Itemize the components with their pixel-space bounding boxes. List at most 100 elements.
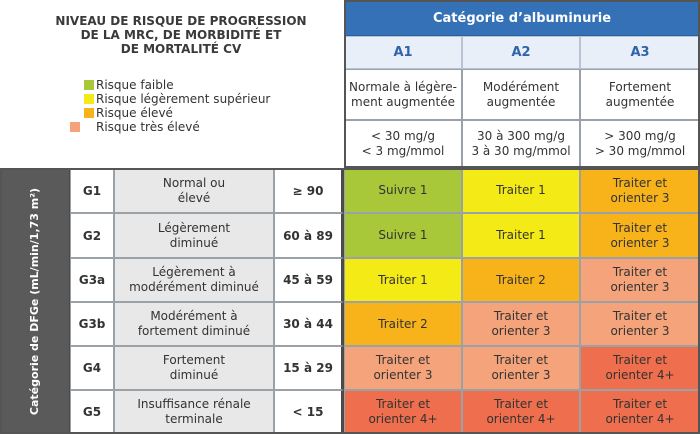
cell-text: Traiter et orienter 3: [491, 353, 550, 383]
cell-text: Traiter et orienter 4+: [486, 397, 555, 427]
legend-item: Risque faible: [70, 78, 340, 92]
text-line: Fortement: [608, 79, 672, 94]
legend-item: Risque élevé: [70, 106, 340, 120]
albuminuria-threshold: 30 à 300 mg/g 3 à 30 mg/mmol: [462, 120, 580, 168]
text-line: Traiter 1: [496, 228, 546, 242]
risk-cell: Traiter 2: [344, 302, 462, 346]
cell-text: Modérément augmentée: [483, 80, 559, 110]
risk-cell: Suivre 1: [344, 213, 462, 258]
risk-cell: Traiter 1: [462, 213, 580, 258]
text-line: Insuffisance rénale: [137, 397, 251, 411]
cell-text: Traiter et orienter 3: [610, 309, 669, 339]
albuminuria-description: Modérément augmentée: [462, 69, 580, 120]
title-line: DE LA MRC, DE MORBIDITÉ ET: [80, 28, 282, 42]
cell-text: Légèrement à modérément diminué: [129, 265, 259, 295]
cell-text: Normal ou élevé: [163, 176, 225, 206]
text-line: orienter 3: [610, 324, 670, 338]
text-line: orienter 3: [491, 324, 551, 338]
text-line: Traiter et: [493, 397, 549, 411]
text-line: orienter 4+: [486, 412, 556, 426]
text-line: Traiter 2: [496, 272, 546, 287]
text-line: Normal ou: [162, 175, 226, 190]
risk-cell: Traiter et orienter 4+: [580, 390, 700, 434]
text-line: Suivre 1: [378, 228, 428, 242]
cell-text: Traiter 2: [378, 317, 428, 332]
text-line: modérément diminué: [129, 280, 259, 294]
legend-label: Risque faible: [96, 78, 174, 92]
legend-label: Risque élevé: [96, 106, 173, 120]
text-line: diminué: [169, 235, 219, 250]
text-line: augmentée: [605, 94, 675, 109]
text-line: orienter 3: [491, 368, 551, 382]
cell-text: Traiter et orienter 4+: [605, 353, 674, 383]
cell-text: < 30 mg/g < 3 mg/mmol: [362, 129, 445, 159]
text-line: Traiter et: [612, 175, 668, 190]
text-line: Traiter et: [493, 353, 549, 367]
albuminuria-description: Fortement augmentée: [580, 69, 700, 120]
cell-text: Fortement diminué: [163, 353, 225, 383]
dfg-axis-label: Catégorie de DFGe (mL/min/1,73 m²): [28, 187, 42, 415]
albuminuria-code-a3: A3: [580, 36, 700, 69]
text-line: Traiter et: [612, 397, 668, 411]
text-line: fortement diminué: [137, 324, 251, 338]
legend-item: Risque légèrement supérieur: [70, 92, 340, 106]
text-line: Traiter et: [612, 309, 668, 323]
risk-cell: Suivre 1: [344, 168, 462, 213]
text-line: Traiter et: [375, 397, 431, 411]
text-line: orienter 3: [610, 235, 670, 250]
dfg-category-description: Modérément à fortement diminué: [114, 302, 274, 346]
legend-label: Risque très élevé: [96, 120, 200, 134]
cell-text: Traiter et orienter 4+: [605, 397, 674, 427]
dfg-category-code: G2: [70, 213, 114, 258]
text-line: Normale à légère-ment augmentée: [349, 79, 457, 109]
dfg-category-description: Légèrement diminué: [114, 213, 274, 258]
text-line: Traiter et: [493, 309, 549, 323]
dfg-category-code: G3b: [70, 302, 114, 346]
title-line: DE MORTALITÉ CV: [120, 42, 242, 56]
cell-text: Traiter et orienter 3: [373, 353, 432, 383]
cell-text: Suivre 1: [378, 183, 427, 198]
dfg-range: 45 à 59: [274, 258, 344, 302]
text-line: < 30 mg/g: [371, 129, 435, 143]
legend-label: Risque légèrement supérieur: [96, 92, 271, 106]
risk-cell: Traiter et orienter 3: [580, 168, 700, 213]
text-line: augmentée: [486, 94, 556, 109]
text-line: orienter 3: [610, 190, 670, 205]
cell-text: Fortement augmentée: [606, 80, 675, 110]
cell-text: Traiter 1: [496, 228, 546, 243]
risk-cell: Traiter et orienter 3: [344, 346, 462, 390]
dfg-category-code: G5: [70, 390, 114, 434]
text-line: orienter 4+: [605, 412, 675, 426]
cell-text: Légèrement diminué: [158, 221, 230, 251]
cell-text: Traiter 1: [496, 183, 546, 198]
cell-text: Traiter et orienter 3: [610, 176, 669, 206]
text-line: Traiter 2: [378, 316, 428, 331]
text-line: > 300 mg/g: [604, 129, 676, 143]
dfg-range: ≥ 90: [274, 168, 344, 213]
text-line: Légèrement à: [152, 265, 236, 279]
title-line: NIVEAU DE RISQUE DE PROGRESSION: [55, 14, 307, 28]
dfg-category-description: Fortement diminué: [114, 346, 274, 390]
text-line: Traiter et: [612, 265, 668, 279]
text-line: 3 à 30 mg/mmol: [471, 144, 571, 158]
risk-cell: Traiter et orienter 3: [462, 346, 580, 390]
text-line: élevé: [177, 190, 211, 205]
legend-swatch: [70, 122, 80, 132]
albuminuria-code-a2: A2: [462, 36, 580, 69]
cell-text: Traiter et orienter 3: [610, 221, 669, 251]
risk-cell: Traiter 1: [344, 258, 462, 302]
text-line: orienter 3: [610, 280, 670, 294]
cell-text: Traiter 2: [496, 273, 546, 288]
risk-cell: Traiter et orienter 3: [462, 302, 580, 346]
cell-text: Suivre 1: [378, 228, 427, 243]
cell-text: Normale à légère-ment augmentée: [345, 80, 461, 110]
cell-text: Traiter et orienter 4+: [368, 397, 437, 427]
legend: Risque faible Risque légèrement supérieur…: [70, 78, 340, 134]
dfg-category-code: G3a: [70, 258, 114, 302]
text-line: Légèrement: [157, 220, 231, 235]
text-line: > 30 mg/mmol: [594, 144, 686, 158]
risk-cell: Traiter et orienter 4+: [344, 390, 462, 434]
dfg-range: 60 à 89: [274, 213, 344, 258]
dfg-category-code: G4: [70, 346, 114, 390]
